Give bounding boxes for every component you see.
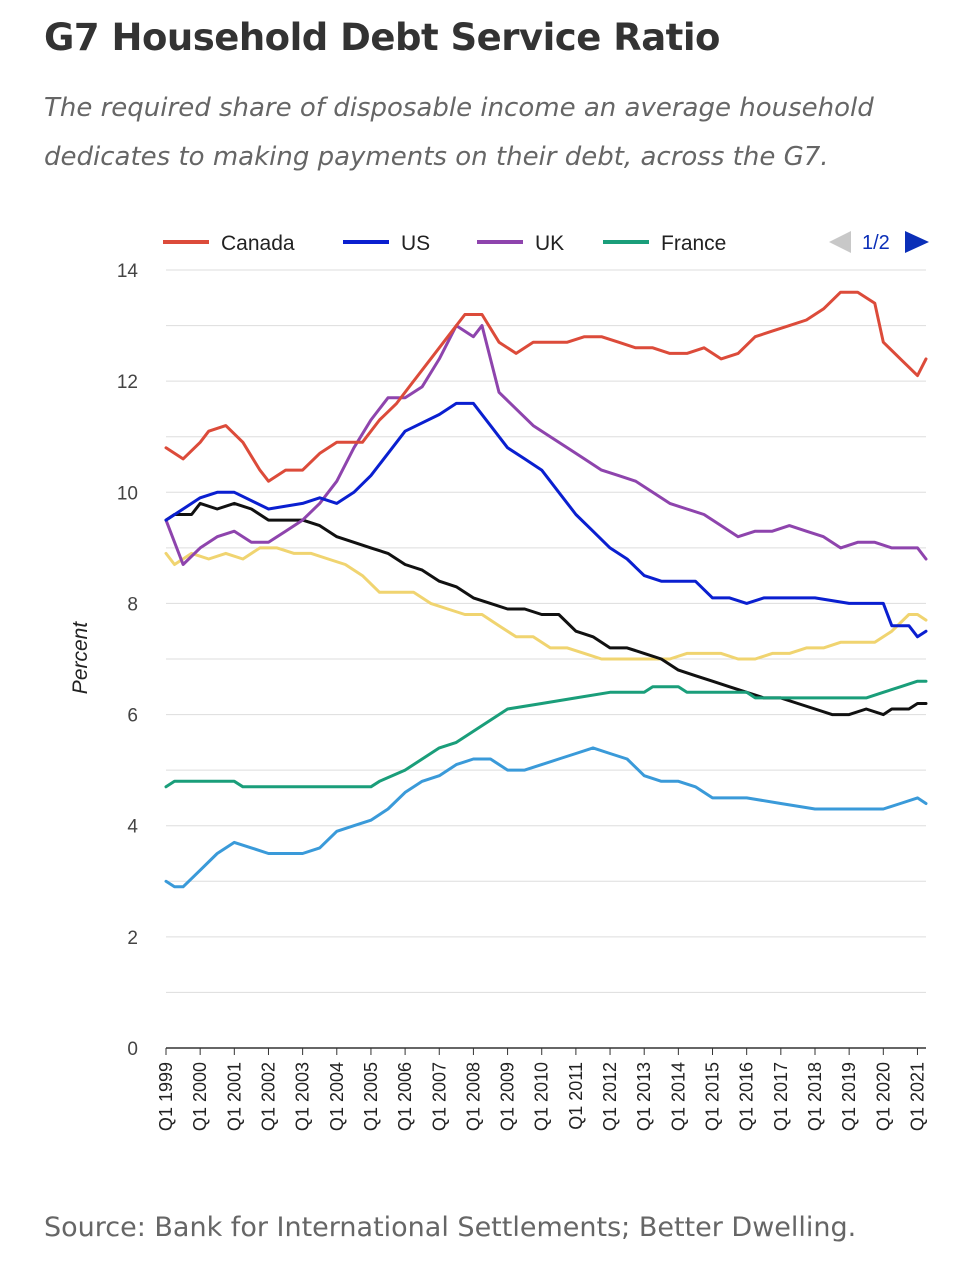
- legend: Canada US UK France: [163, 232, 726, 255]
- grid-lines: [166, 269, 926, 1049]
- y-tick-label: 10: [117, 483, 138, 504]
- series-line-7: [164, 501, 928, 717]
- x-tick-label: Q1 2016: [737, 1062, 757, 1131]
- x-tick-label: Q1 2005: [361, 1062, 381, 1131]
- x-tick-label: Q1 2003: [293, 1062, 313, 1131]
- x-tick-label: Q1 2008: [463, 1062, 483, 1131]
- series-line-5: [164, 746, 928, 889]
- x-tick-label: Q1 2006: [395, 1062, 415, 1131]
- y-tick-label: 14: [117, 261, 139, 282]
- y-tick-label: 0: [127, 1039, 138, 1060]
- legend-label[interactable]: UK: [535, 232, 564, 255]
- line-chart: 0 2 4 6 8 10 12 14 Q1 1999 Q1 2000 Q1 2001 Q1 2002…: [69, 231, 929, 1131]
- x-tick-label: Q1 2019: [839, 1062, 859, 1131]
- x-tick-label: Q1 2001: [224, 1062, 244, 1131]
- legend-label[interactable]: US: [401, 232, 430, 255]
- x-tick-label: Q1 2004: [327, 1062, 347, 1131]
- x-tick-label: Q1 2007: [429, 1062, 449, 1131]
- x-tick-label: Q1 1999: [156, 1062, 176, 1131]
- pager-prev-icon[interactable]: [829, 231, 851, 253]
- x-tick-label: Q1 2018: [805, 1062, 825, 1131]
- x-tick-label: Q1 2012: [600, 1062, 620, 1131]
- legend-pager: 1/2: [829, 231, 929, 254]
- chart-subtitle: The required share of disposable income …: [44, 93, 874, 172]
- y-axis-ticks: 0 2 4 6 8 10 12 14: [117, 261, 139, 1060]
- pager-label: 1/2: [862, 232, 890, 254]
- x-tick-label: Q1 2017: [771, 1062, 791, 1131]
- y-tick-label: 8: [127, 594, 138, 615]
- x-tick-label: Q1 2002: [258, 1062, 278, 1131]
- legend-label[interactable]: Canada: [221, 232, 295, 255]
- y-tick-label: 12: [117, 372, 138, 393]
- x-tick-label: Q1 2020: [873, 1062, 893, 1131]
- x-tick-label: Q1 2014: [668, 1062, 688, 1131]
- x-axis-ticks: Q1 1999 Q1 2000 Q1 2001 Q1 2002 Q1 2003 Q1 20…: [156, 1048, 927, 1131]
- y-tick-label: 2: [127, 928, 138, 949]
- x-tick-label: Q1 2011: [566, 1062, 586, 1130]
- x-tick-label: Q1 2009: [498, 1062, 518, 1131]
- y-axis-title: Percent: [69, 621, 92, 695]
- y-tick-label: 6: [127, 706, 138, 727]
- series-line-france: [164, 679, 928, 789]
- series-line-uk: [164, 324, 928, 566]
- series-line-us: [164, 401, 928, 639]
- series-line-6: [164, 546, 928, 661]
- pager-next-icon[interactable]: [905, 231, 929, 253]
- source-note: Source: Bank for International Settlemen…: [44, 1212, 857, 1243]
- y-tick-label: 4: [127, 817, 138, 838]
- x-tick-label: Q1 2010: [532, 1062, 552, 1131]
- series-line-canada: [164, 290, 928, 483]
- x-tick-label: Q1 2000: [190, 1062, 210, 1131]
- chart-title: G7 Household Debt Service Ratio: [44, 16, 720, 59]
- x-tick-label: Q1 2015: [703, 1062, 723, 1131]
- x-tick-label: Q1 2021: [907, 1062, 927, 1131]
- legend-label[interactable]: France: [661, 232, 726, 255]
- x-tick-label: Q1 2013: [634, 1062, 654, 1131]
- series-lines: [164, 290, 928, 889]
